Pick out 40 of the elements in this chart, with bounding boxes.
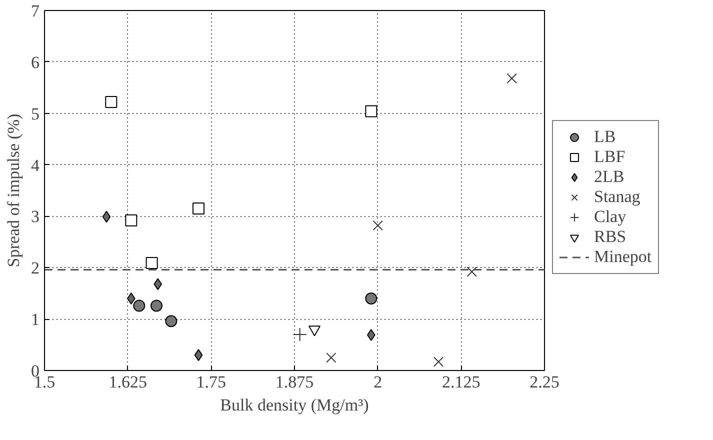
y-tick-label: 7 xyxy=(31,2,40,20)
y-tick-label: 2 xyxy=(31,258,40,278)
point xyxy=(133,300,146,312)
x-tick-label: 1.75 xyxy=(196,372,226,392)
point xyxy=(127,292,136,304)
point xyxy=(506,73,517,84)
x-tick-label: 2 xyxy=(374,372,382,392)
y-tick-label: 5 xyxy=(31,104,40,124)
legend-label: 2LB xyxy=(594,167,624,187)
point xyxy=(150,300,162,312)
point xyxy=(105,96,118,108)
y-tick-label: 6 xyxy=(31,52,40,72)
point xyxy=(372,220,383,231)
x-tick-label: 1.875 xyxy=(275,372,314,392)
point xyxy=(365,292,378,304)
x-tick-label: 2.25 xyxy=(530,372,560,392)
point xyxy=(125,214,138,226)
point xyxy=(326,352,336,363)
x-tick-label: 2.125 xyxy=(442,372,480,392)
legend-label: Stanag xyxy=(594,187,640,207)
x-axis-title: Bulk density (Mg/m³) xyxy=(220,396,369,414)
point xyxy=(292,328,307,342)
ref-line-label: Minepot xyxy=(594,247,652,267)
point xyxy=(365,105,378,118)
point xyxy=(466,266,477,277)
point xyxy=(433,356,444,367)
point xyxy=(102,210,111,223)
y-tick-label: 3 xyxy=(31,207,40,226)
point xyxy=(146,257,158,270)
y-tick-label: 4 xyxy=(31,156,40,175)
x-tick-label: 1.625 xyxy=(108,372,147,392)
y-axis-title: Spread of impulse (%) xyxy=(4,114,23,268)
point xyxy=(165,315,178,328)
legend-label: Clay xyxy=(594,207,626,227)
point xyxy=(194,349,203,362)
point xyxy=(192,202,204,214)
legend-label: LBF xyxy=(594,147,626,167)
y-tick-label: 1 xyxy=(31,310,40,330)
legend-label: RBS xyxy=(594,227,626,247)
legend-label: LB xyxy=(594,127,616,147)
